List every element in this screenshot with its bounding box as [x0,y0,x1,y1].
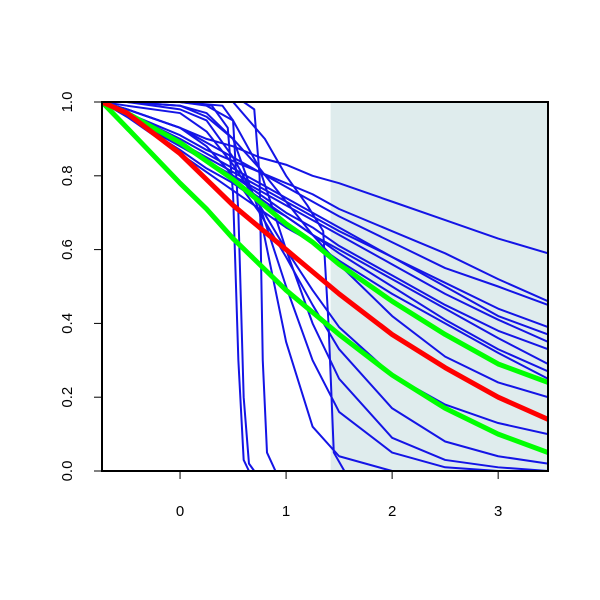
plot-frame [101,101,549,472]
series-line [102,102,548,471]
x-tick-label: 2 [388,503,396,520]
series-line [102,102,548,336]
plot-area [102,102,548,471]
y-tick-label: 1.0 [59,92,76,113]
series-line [102,102,548,471]
x-tick-label: 3 [494,503,502,520]
y-tick-label: 0.8 [59,165,76,186]
series-line [102,102,548,465]
y-tick-label: 0.6 [59,239,76,260]
y-tick-label: 0.4 [59,313,76,334]
x-tick-label: 1 [282,503,290,520]
series-line [102,102,548,422]
series-line [102,102,548,455]
series-line [102,102,548,303]
series-line [102,102,548,385]
series-line [102,102,548,343]
series-line [102,102,548,471]
y-tick-label: 0.0 [59,461,76,482]
x-tick-label: 0 [176,503,184,520]
y-tick-label: 0.2 [59,387,76,408]
